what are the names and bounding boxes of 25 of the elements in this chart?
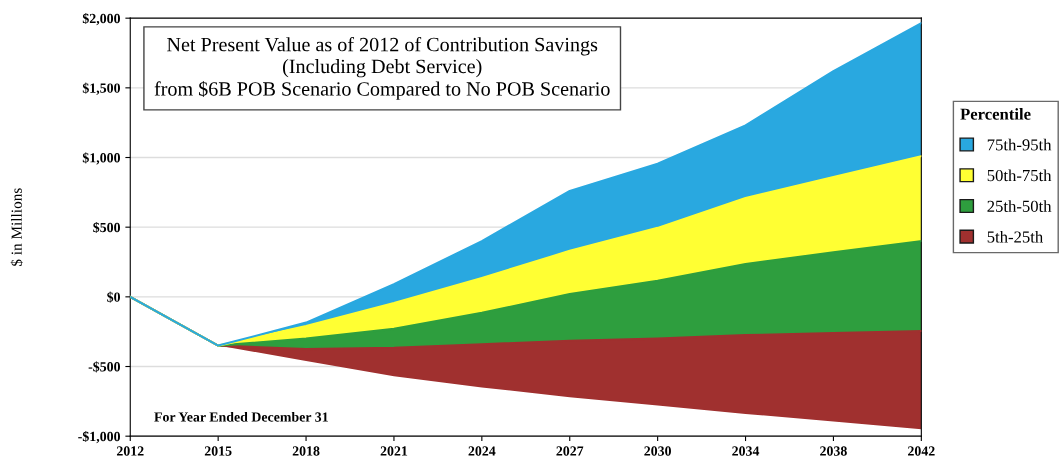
y-tick-label: $0 [107,291,121,303]
x-tick-label: 2034 [732,446,760,456]
legend-label: 50th-75th [987,169,1052,182]
y-tick-label: $500 [93,221,121,234]
x-tick-label: 2018 [292,446,320,456]
legend-label: 25th-50th [987,200,1052,212]
y-tick-label: $1,500 [82,82,121,95]
x-tick-label: 2015 [204,446,232,456]
x-tick-label: 2024 [468,446,496,456]
x-tick-label: 2021 [380,446,408,456]
legend-title: Percentile [960,108,1031,120]
legend-label: 5th-25th [987,230,1043,243]
y-tick-label: $2,000 [82,12,121,26]
y-tick-label: -$1,000 [78,430,121,444]
x-tick-label: 2012 [116,446,144,456]
y-tick-label: $1,000 [82,152,121,165]
annotation: For Year Ended December 31 [154,411,328,422]
y-axis-title: $ in Millions [10,188,23,266]
y-tick-label: -$500 [88,361,121,373]
x-tick-label: 2030 [644,446,671,456]
x-tick-label: 2027 [556,446,584,456]
text: Net Present Value as of 2012 of Contribution Savings (Including Debt Service) from $6B POB Scenario Compared to No POB Scenario [154,36,610,100]
legend-label: 75th-95th [987,138,1052,151]
x-tick-label: 2038 [820,446,847,456]
x-tick-label: 2042 [908,446,935,456]
